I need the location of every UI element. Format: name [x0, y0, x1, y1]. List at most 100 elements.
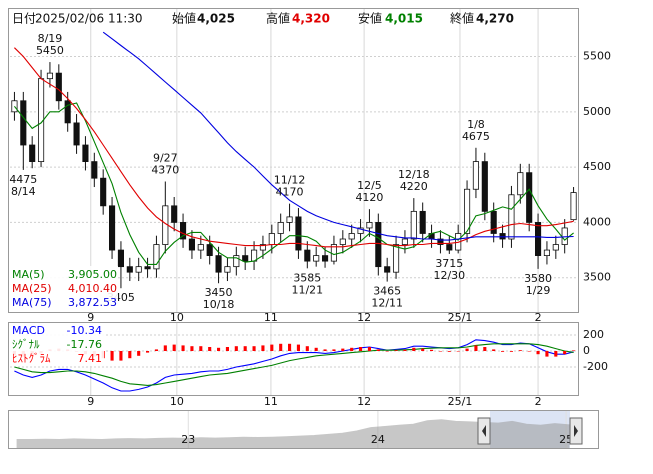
histogram-bar — [341, 348, 345, 351]
histogram-bar — [305, 346, 309, 351]
candle-body — [392, 244, 400, 273]
legend-name: MACD — [12, 324, 45, 337]
candle-body — [499, 233, 506, 240]
histogram-bar — [332, 349, 336, 351]
histogram-bar — [270, 344, 274, 351]
x-tick-label: 10 — [170, 395, 184, 408]
histogram-bar — [438, 351, 442, 352]
macd-legend-box — [9, 323, 104, 366]
histogram-bar — [518, 350, 522, 351]
histogram-bar — [359, 347, 363, 351]
candle-body — [472, 161, 479, 190]
annotation-date: 11/21 — [291, 283, 323, 296]
navigator-area — [16, 419, 570, 449]
candle-body — [304, 249, 311, 262]
x-tick-label: 9 — [87, 395, 94, 408]
histogram-bar — [217, 347, 221, 351]
legend-name: MA(25) — [12, 282, 52, 295]
histogram-bar — [323, 349, 327, 351]
header-label: 終値 — [450, 11, 474, 26]
header: 日付 2025/02/06 11:30 始値 4,025 高値 4,320 安値… — [12, 11, 514, 26]
candle-body — [313, 255, 320, 262]
candle-body — [242, 255, 249, 262]
header-value: 4,025 — [197, 12, 235, 26]
x-tick-label: 11 — [264, 311, 278, 324]
histogram-bar — [563, 351, 567, 355]
annotation-date: 9/27 — [153, 152, 178, 165]
candle-body — [481, 161, 488, 212]
candle-body — [339, 238, 346, 245]
annotation-date: 8/19 — [38, 32, 63, 45]
histogram-bar — [208, 347, 212, 351]
annotation-value: 3465 — [373, 285, 401, 298]
histogram-bar — [492, 349, 496, 351]
x-tick-label: 12 — [357, 311, 371, 324]
legend-value: 3,872.53 — [68, 296, 117, 309]
annotation-value: 4170 — [276, 186, 304, 199]
histogram-bar — [190, 346, 194, 351]
candle-body — [215, 255, 222, 273]
histogram-bar — [447, 351, 451, 352]
histogram-bar — [279, 343, 283, 351]
navigator-label: 24 — [371, 433, 385, 446]
x-tick-label: 2 — [535, 311, 542, 324]
y-tick-label: 5000 — [583, 105, 611, 118]
annotation-date: 8/14 — [11, 185, 36, 198]
candle-body — [277, 222, 284, 234]
candle-body — [286, 216, 293, 223]
histogram-bar — [394, 350, 398, 351]
header-value: 4,320 — [292, 12, 330, 26]
annotation-value: 3715 — [435, 257, 463, 270]
candle-body — [91, 161, 98, 179]
header-date: 2025/02/06 11:30 — [35, 12, 143, 26]
candle-body — [188, 238, 195, 251]
annotation-date: 11/12 — [274, 174, 306, 187]
candle-body — [543, 249, 551, 256]
header-value: 4,015 — [385, 12, 423, 26]
candle-body — [233, 255, 240, 268]
histogram-bar — [234, 346, 238, 351]
y-tick-label: 5500 — [583, 50, 611, 63]
histogram-bar — [367, 347, 371, 351]
histogram-bar — [172, 344, 176, 351]
candle-body — [410, 210, 417, 240]
annotation-value: 4120 — [355, 191, 383, 204]
histogram-bar — [509, 351, 513, 352]
y-tick-label: 4500 — [583, 160, 611, 173]
histogram-bar — [412, 347, 416, 351]
header-label: 始値 — [172, 11, 196, 26]
candle-body — [490, 210, 497, 234]
annotation-date: 12/18 — [398, 168, 430, 181]
annotation-date: 1/29 — [526, 284, 551, 297]
y-tick-label: 200 — [583, 328, 604, 341]
histogram-bar — [199, 346, 203, 351]
histogram-bar — [225, 347, 229, 351]
candle-body — [224, 266, 231, 273]
grid-layer: 3500 4000 4500 5000 5500 9 10 11 12 25/1 2 200 0 -200… — [10, 9, 611, 448]
candle-body — [366, 222, 373, 229]
candle-body — [357, 227, 364, 234]
annotation-value: 4675 — [462, 130, 490, 143]
candle-body — [517, 172, 524, 196]
candle-body — [64, 100, 71, 124]
histogram-bar — [243, 346, 247, 351]
candle-body — [437, 238, 444, 245]
histogram-bar — [128, 351, 132, 359]
candle-body — [446, 244, 453, 251]
candle-body — [508, 194, 515, 240]
y-tick-label: 0 — [583, 344, 590, 357]
annotation-date: 12/5 — [357, 179, 382, 192]
histogram-bar — [119, 351, 123, 361]
candle-body — [197, 244, 204, 251]
legend-layer: MA(5) 3,905.00 MA(25) 4,010.40 MA(75) 3,872.5… — [12, 268, 117, 365]
histogram-bar — [545, 351, 549, 357]
candle-body — [144, 266, 151, 270]
histogram-bar — [501, 351, 505, 352]
annotation-value: 3450 — [205, 286, 233, 299]
histogram-bar — [385, 351, 389, 352]
main-panel — [8, 8, 579, 313]
histogram-bar — [137, 351, 141, 356]
candle-body — [552, 244, 559, 251]
histogram-bar — [261, 345, 265, 351]
